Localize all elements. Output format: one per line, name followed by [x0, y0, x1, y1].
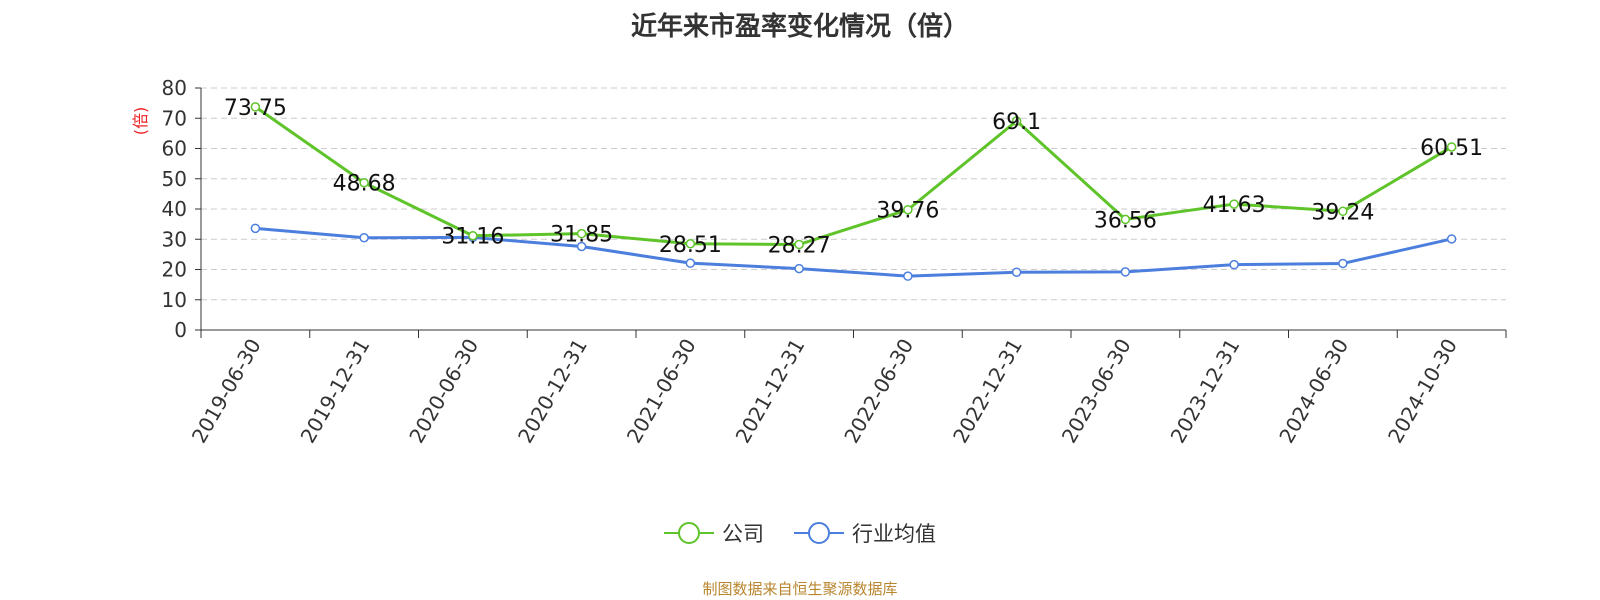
data-label-0: 73.75: [224, 96, 287, 121]
series-0-point-3[interactable]: [576, 228, 587, 239]
x-tick-label-11: 2024-10-30: [1383, 335, 1462, 448]
series-0-point-10[interactable]: [1338, 206, 1348, 217]
data-label-10: 39.24: [1311, 200, 1374, 225]
y-tick-label-4: 40: [162, 197, 187, 221]
x-tick-label-0: 2019-06-30: [187, 335, 266, 448]
x-tick-label-3: 2020-12-31: [513, 335, 592, 448]
data-label-8: 36.56: [1094, 208, 1157, 233]
y-tick-label-0: 0: [174, 318, 187, 342]
x-tick-label-5: 2021-12-31: [731, 335, 810, 448]
legend-industry-label: 行业均值: [852, 522, 936, 546]
data-label-1: 48.68: [333, 172, 396, 197]
series-0-point-11[interactable]: [1446, 142, 1457, 152]
data-label-2: 31.16: [441, 225, 504, 250]
x-tick-label-4: 2021-06-30: [622, 335, 701, 448]
series-1-point-7[interactable]: [1011, 267, 1022, 277]
y-tick-label-5: 50: [162, 167, 187, 191]
series-lines: [250, 102, 1457, 281]
series-0-point-0[interactable]: [250, 102, 261, 112]
y-tick-label-2: 20: [162, 258, 187, 282]
series-0-point-6[interactable]: [903, 204, 913, 215]
x-tick-label-10: 2024-06-30: [1274, 335, 1353, 448]
y-tick-label-6: 60: [162, 137, 187, 161]
legend-item-company[interactable]: 公司: [664, 518, 764, 548]
legend-company-label: 公司: [722, 522, 764, 546]
series-0-point-8[interactable]: [1120, 214, 1131, 225]
legend-company-marker: [678, 522, 700, 544]
legend-industry-marker: [808, 522, 830, 544]
series-0-point-7[interactable]: [1011, 116, 1022, 126]
series-1-point-0[interactable]: [250, 223, 261, 234]
data-labels: 73.75 48.68 31.16 31.85 28.51 28.27 39.76 69.1 3…: [224, 96, 1483, 259]
source-note: 制图数据来自恒生聚源数据库: [702, 580, 898, 598]
legend-industry-icon: [794, 522, 844, 544]
y-tick-label-7: 70: [162, 106, 187, 130]
x-tick-label-8: 2023-06-30: [1057, 335, 1136, 448]
x-tick-label-9: 2023-12-31: [1166, 335, 1245, 448]
series-1-point-6[interactable]: [903, 271, 913, 281]
x-tick-label-2: 2020-06-30: [404, 335, 483, 448]
data-label-5: 28.27: [768, 233, 831, 258]
series-0-point-5[interactable]: [794, 239, 804, 250]
series-1-point-10[interactable]: [1338, 258, 1348, 269]
series-1-point-8[interactable]: [1120, 267, 1131, 277]
series-0-point-4[interactable]: [685, 239, 696, 249]
data-label-9: 41.63: [1203, 193, 1266, 218]
x-tick-label-7: 2022-12-31: [948, 335, 1027, 448]
data-label-4: 28.51: [659, 233, 722, 258]
y-axis-label: (倍): [131, 107, 150, 136]
chart-title: 近年来市盈率变化情况（倍）: [630, 12, 969, 42]
x-tick-label-6: 2022-06-30: [839, 335, 918, 448]
legend-item-industry-average[interactable]: 行业均值: [794, 518, 936, 548]
y-tick-label-8: 80: [162, 76, 187, 100]
series-1-point-4[interactable]: [685, 258, 696, 268]
y-tick-label-1: 10: [162, 288, 187, 312]
grid-lines: [201, 87, 1506, 301]
series-0-point-2[interactable]: [468, 230, 478, 241]
y-tick-label-3: 30: [162, 227, 187, 251]
series-1-point-5[interactable]: [794, 263, 804, 274]
series-1-point-11[interactable]: [1446, 234, 1457, 244]
data-label-6: 39.76: [876, 199, 939, 224]
axes: 0 10 20 30 40 50 60 70 80 (倍) 2019-06-30 2019-12-31…: [131, 76, 1507, 448]
series-line-1: [255, 226, 1452, 278]
series-1-point-3[interactable]: [576, 241, 587, 252]
data-label-11: 60.51: [1420, 136, 1483, 161]
series-1-point-9[interactable]: [1229, 259, 1239, 270]
series-line-0: [254, 105, 1453, 246]
legend: 公司 行业均值: [0, 518, 1600, 548]
legend-company-icon: [664, 522, 714, 544]
data-label-3: 31.85: [550, 223, 613, 248]
series-0-point-1[interactable]: [359, 177, 369, 188]
data-label-7: 69.1: [992, 110, 1041, 135]
series-1-point-1[interactable]: [359, 232, 369, 243]
series-0-point-9[interactable]: [1229, 199, 1239, 209]
x-tick-label-1: 2019-12-31: [296, 335, 375, 448]
